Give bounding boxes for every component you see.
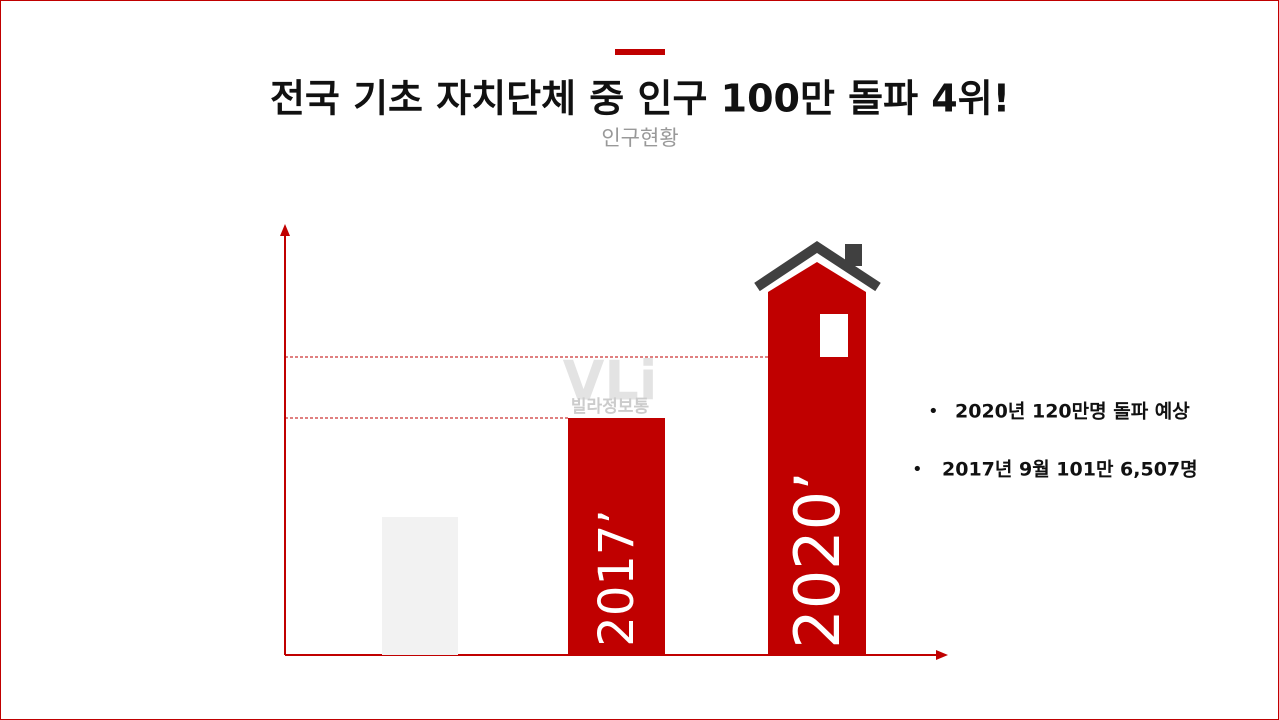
bullet-text: 2020년 120만명 돌파 예상	[955, 401, 1190, 423]
axis-arrow	[280, 224, 290, 236]
watermark-logo: VLi	[563, 350, 658, 413]
bar	[568, 418, 665, 655]
title: 전국 기초 자치단체 중 인구 100만 돌파 4위!	[270, 77, 1010, 121]
bullet-text: 2017년 9월 101만 6,507명	[942, 459, 1198, 481]
watermark: 빌라정보통	[571, 397, 650, 417]
subtitle: 인구현황	[601, 126, 678, 150]
bar	[768, 357, 866, 655]
bullet-mark: •	[928, 401, 939, 422]
bar	[382, 517, 458, 655]
bar-label: 2020’	[781, 471, 854, 649]
house-chimney	[845, 244, 862, 266]
bar-label: 2017’	[589, 509, 645, 646]
axis-arrow	[936, 650, 948, 660]
title-accent	[615, 49, 665, 55]
house-window	[820, 314, 848, 357]
bullet-mark: •	[912, 459, 923, 480]
house-roof	[754, 241, 881, 292]
